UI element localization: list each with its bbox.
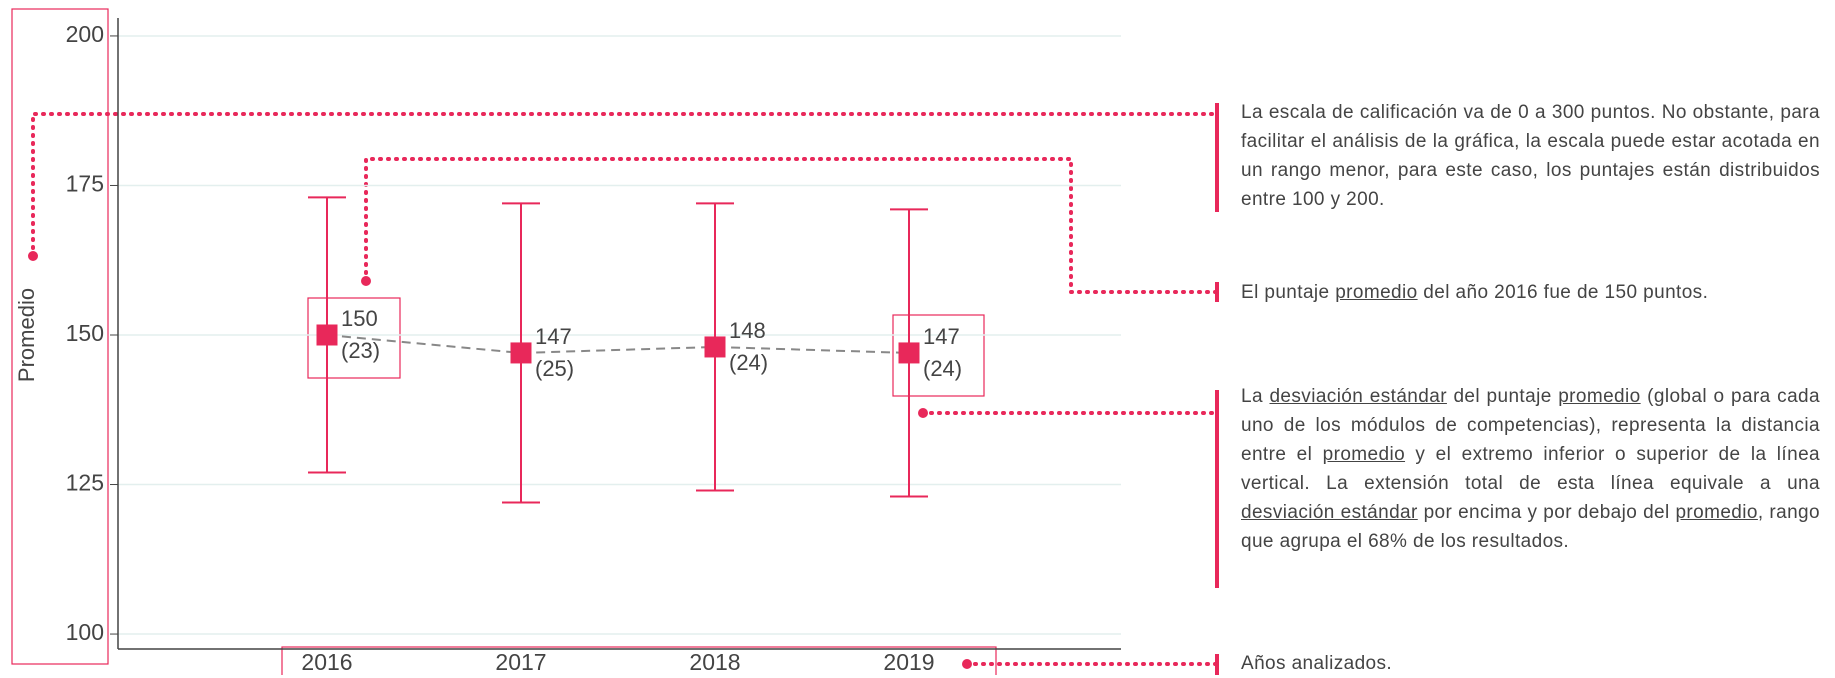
annotation-bar — [1215, 103, 1219, 212]
annotation-text: El puntaje — [1241, 282, 1336, 303]
y-tick-label: 200 — [66, 21, 104, 47]
y-tick-label: 150 — [66, 320, 104, 346]
mean-marker — [316, 324, 338, 346]
annotation: La escala de calificación va de 0 a 300 … — [1241, 98, 1820, 214]
y-axis-label: Promedio — [14, 288, 39, 382]
annotation-term: promedio — [1558, 386, 1641, 407]
x-tick-label: 2017 — [495, 649, 546, 675]
annotation: Años analizados. — [1241, 649, 1820, 678]
annotation-text: La escala de calificación va de 0 a 300 … — [1241, 102, 1820, 210]
connector-dot — [962, 659, 972, 669]
annotation-bar — [1215, 282, 1219, 302]
y-tick-label: 100 — [66, 619, 104, 645]
error-label: (24) — [729, 350, 768, 375]
annotation-text: por encima y por debajo del — [1417, 502, 1676, 523]
mean-marker — [704, 336, 726, 358]
annotation-bar — [1215, 390, 1219, 588]
annotation-text: , rango que agrupa el 68% de los resulta… — [1241, 502, 1820, 552]
connector — [364, 157, 1219, 294]
value-label: 148 — [729, 318, 766, 343]
connector-dot — [918, 408, 928, 418]
annotation: La desviación estándar del puntaje prome… — [1241, 382, 1820, 556]
value-label: 147 — [923, 324, 960, 349]
annotation-text: Años analizados. — [1241, 653, 1393, 674]
value-label: 147 — [535, 324, 572, 349]
annotation-term: desviación estándar — [1241, 502, 1418, 523]
connector-dot — [28, 251, 38, 261]
annotation-bar — [1215, 654, 1219, 675]
y-tick-label: 125 — [66, 470, 104, 496]
annotation-text: y el extremo inferior o superior de la l… — [1241, 444, 1820, 494]
connector — [31, 112, 1219, 258]
annotation-text: del año 2016 fue de 150 puntos. — [1417, 282, 1709, 303]
error-label: (24) — [923, 356, 962, 381]
x-tick-label: 2016 — [301, 649, 352, 675]
mean-marker — [898, 342, 920, 364]
annotation-text: del puntaje — [1446, 386, 1559, 407]
annotation: El puntaje promedio del año 2016 fue de … — [1241, 278, 1820, 307]
highlight-box — [307, 297, 401, 379]
annotation-term: promedio — [1335, 282, 1418, 303]
x-tick-label: 2019 — [883, 649, 934, 675]
highlight-box — [892, 314, 985, 397]
annotation-term: desviación estándar — [1269, 386, 1447, 407]
connector-dot — [361, 276, 371, 286]
error-label: (23) — [341, 338, 380, 363]
highlight-box — [281, 646, 997, 675]
error-label: (25) — [535, 356, 574, 381]
mean-marker — [510, 342, 532, 364]
x-tick-label: 2018 — [689, 649, 740, 675]
mean-line — [326, 333, 910, 354]
highlight-box — [11, 8, 109, 665]
annotation-text: (global o para cada uno de los módulos d… — [1241, 386, 1820, 465]
annotation-term: promedio — [1675, 502, 1758, 523]
annotation-text: La — [1241, 386, 1270, 407]
value-label: 150 — [341, 306, 378, 331]
y-tick-label: 175 — [66, 171, 104, 197]
annotation-term: promedio — [1322, 444, 1406, 465]
